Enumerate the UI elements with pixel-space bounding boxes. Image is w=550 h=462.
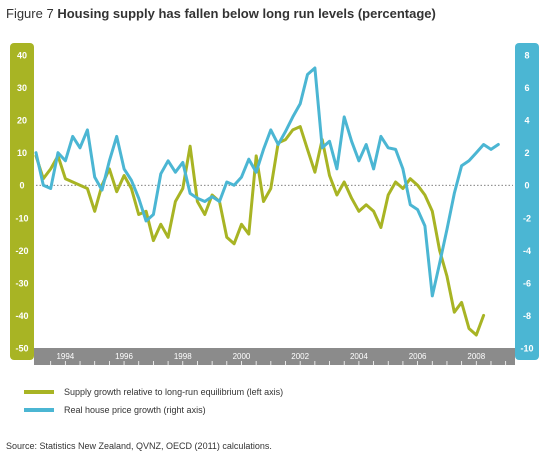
- legend-swatch-supply: [24, 390, 54, 394]
- left-axis-tick-label: 30: [17, 83, 27, 93]
- x-tick-label: 2000: [233, 352, 251, 361]
- left-axis-tick-label: -20: [15, 246, 28, 256]
- figure-title: Housing supply has fallen below long run…: [57, 6, 436, 21]
- legend-item-supply: Supply growth relative to long-run equil…: [24, 387, 283, 397]
- x-tick-label: 1996: [115, 352, 133, 361]
- right-axis-tick-label: -8: [523, 311, 531, 321]
- legend-swatch-price: [24, 408, 54, 412]
- x-tick-label: 2006: [409, 352, 427, 361]
- left-axis-tick-label: 20: [17, 116, 27, 126]
- series-lines: [34, 66, 500, 337]
- x-axis-band: [34, 348, 515, 365]
- right-axis-tick-label: 0: [524, 181, 529, 191]
- x-tick-label: 2002: [291, 352, 309, 361]
- x-tick-label: 1994: [56, 352, 74, 361]
- right-axis-tick-label: -6: [523, 278, 531, 288]
- x-tick-label: 2004: [350, 352, 368, 361]
- right-axis-tick-label: 4: [524, 116, 529, 126]
- right-axis-tick-label: -2: [523, 213, 531, 223]
- x-tick-label: 1998: [174, 352, 192, 361]
- left-axis-tick-label: 0: [19, 181, 24, 191]
- chart-title: Figure 7 Housing supply has fallen below…: [6, 6, 436, 21]
- figure-label: Figure 7: [6, 6, 54, 21]
- right-axis-tick-label: -4: [523, 246, 531, 256]
- right-axis-band: [515, 43, 539, 360]
- x-tick-label: 2008: [467, 352, 485, 361]
- series-line-price: [34, 66, 500, 298]
- right-axis-tick-label: -10: [520, 344, 533, 354]
- left-axis-tick-label: -40: [15, 311, 28, 321]
- right-axis-tick-label: 6: [524, 83, 529, 93]
- axes: 403020100-10-20-30-40-5086420-2-4-6-8-10…: [10, 43, 539, 365]
- legend-label-supply: Supply growth relative to long-run equil…: [64, 387, 284, 397]
- right-axis-tick-label: 8: [524, 51, 529, 61]
- series-line-supply: [34, 125, 486, 337]
- left-axis-tick-label: -10: [15, 213, 28, 223]
- left-axis-tick-label: 10: [17, 148, 27, 158]
- source-note: Source: Statistics New Zealand, QVNZ, OE…: [6, 441, 272, 451]
- legend-label-price: Real house price growth (right axis): [64, 405, 206, 415]
- left-axis-tick-label: -50: [15, 344, 28, 354]
- left-axis-tick-label: -30: [15, 278, 28, 288]
- left-axis-band: [10, 43, 34, 360]
- legend-item-price: Real house price growth (right axis): [24, 405, 206, 415]
- left-axis-tick-label: 40: [17, 51, 27, 61]
- right-axis-tick-label: 2: [524, 148, 529, 158]
